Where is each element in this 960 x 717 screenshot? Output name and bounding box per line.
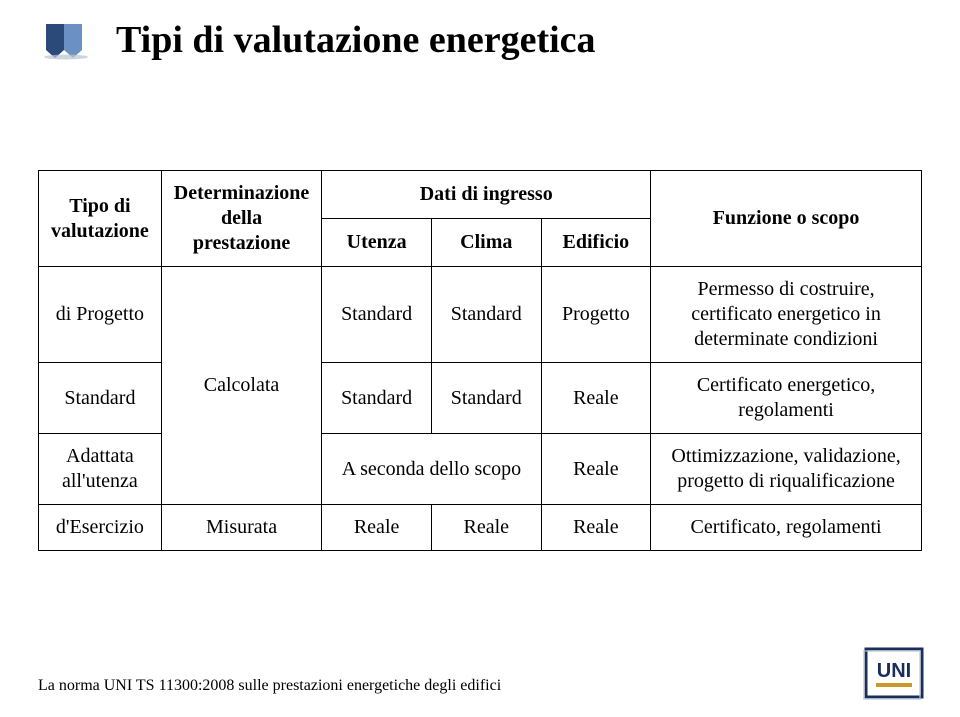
uni-logo-icon: UNI bbox=[862, 645, 926, 701]
logo-icon bbox=[40, 20, 98, 60]
header-tipo: Tipo di valutazione bbox=[39, 171, 162, 267]
cell-utenza: Standard bbox=[322, 363, 432, 434]
cell-utenza: Reale bbox=[322, 505, 432, 551]
cell-tipo: Adattata all'utenza bbox=[39, 434, 162, 505]
cell-funzione: Ottimizzazione, validazione, progetto di… bbox=[651, 434, 922, 505]
cell-utenza: Standard bbox=[322, 267, 432, 363]
header-determinazione: Determinazione della prestazione bbox=[161, 171, 322, 267]
cell-clima: Standard bbox=[431, 363, 541, 434]
cell-clima: Standard bbox=[431, 267, 541, 363]
cell-scopo: A seconda dello scopo bbox=[322, 434, 541, 505]
cell-funzione: Certificato energetico, regolamenti bbox=[651, 363, 922, 434]
header-funzione: Funzione o scopo bbox=[651, 171, 922, 267]
svg-text:UNI: UNI bbox=[877, 660, 911, 682]
cell-edificio: Reale bbox=[541, 505, 651, 551]
slide-title: Tipi di valutazione energetica bbox=[116, 18, 596, 62]
table-row: di Progetto Calcolata Standard Standard … bbox=[39, 267, 922, 363]
cell-tipo: di Progetto bbox=[39, 267, 162, 363]
footer-text: La norma UNI TS 11300:2008 sulle prestaz… bbox=[38, 677, 501, 695]
cell-edificio: Reale bbox=[541, 434, 651, 505]
cell-edificio: Reale bbox=[541, 363, 651, 434]
header-clima: Clima bbox=[431, 219, 541, 267]
cell-edificio: Progetto bbox=[541, 267, 651, 363]
cell-clima: Reale bbox=[431, 505, 541, 551]
slide-header: Tipi di valutazione energetica bbox=[40, 18, 596, 62]
evaluation-types-table: Tipo di valutazione Determinazione della… bbox=[38, 170, 922, 551]
cell-tipo: d'Esercizio bbox=[39, 505, 162, 551]
table-row: d'Esercizio Misurata Reale Reale Reale C… bbox=[39, 505, 922, 551]
header-utenza: Utenza bbox=[322, 219, 432, 267]
cell-funzione: Permesso di costruire, certificato energ… bbox=[651, 267, 922, 363]
cell-tipo: Standard bbox=[39, 363, 162, 434]
cell-determinazione-calcolata: Calcolata bbox=[161, 267, 322, 505]
cell-funzione: Certificato, regolamenti bbox=[651, 505, 922, 551]
header-dati-ingresso: Dati di ingresso bbox=[322, 171, 651, 219]
header-edificio: Edificio bbox=[541, 219, 651, 267]
cell-determinazione-misurata: Misurata bbox=[161, 505, 322, 551]
